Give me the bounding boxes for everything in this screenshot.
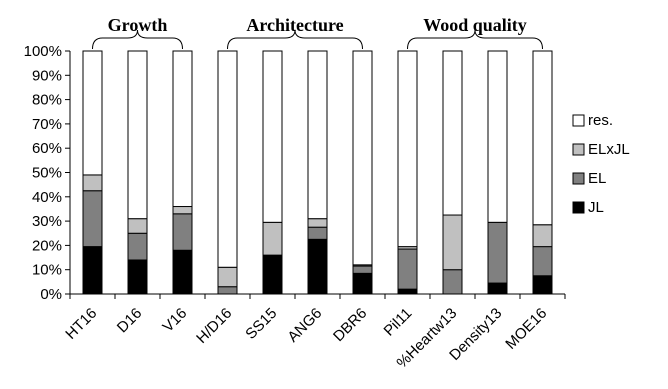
bar-segment-res-	[397, 50, 418, 248]
bar-segment-el	[127, 232, 148, 261]
bar-segment-elxjl	[442, 214, 463, 271]
legend-swatch	[572, 143, 585, 156]
bar-segment-res-	[262, 50, 283, 223]
bar-segment-res-	[307, 50, 328, 220]
bar-segment-jl	[82, 246, 103, 295]
bar-segment-res-	[352, 50, 373, 266]
y-tick-label: 70%	[32, 116, 62, 133]
legend-swatch	[572, 201, 585, 214]
x-category-label: D16	[114, 305, 145, 336]
bar-segment-jl	[352, 272, 373, 295]
bar-segment-jl	[487, 282, 508, 295]
legend-swatch	[572, 172, 585, 185]
y-tick-label: 80%	[32, 92, 62, 109]
bar-segment-elxjl	[532, 224, 553, 248]
bar-segment-jl	[262, 254, 283, 295]
x-category-label: SS15	[242, 305, 280, 343]
legend-label: res.	[588, 112, 613, 129]
bar-segment-el	[172, 213, 193, 251]
bar-segment-el	[532, 246, 553, 277]
bar-segment-elxjl	[217, 266, 238, 288]
bar-segment-el	[352, 265, 373, 274]
group-title: Growth	[108, 15, 168, 35]
x-category-label: H/D16	[193, 305, 235, 347]
group-brackets: Growth Architecture Wood quality	[92, 15, 543, 50]
bar-segment-el	[397, 248, 418, 290]
bar-segment-res-	[442, 50, 463, 216]
y-tick-label: 10%	[32, 262, 62, 279]
group-bracket	[227, 29, 363, 50]
bar-segment-jl	[532, 275, 553, 295]
bar-segment-res-	[217, 50, 238, 268]
legend-label: ELxJL	[588, 141, 630, 158]
y-tick-label: 60%	[32, 140, 62, 157]
bar-segment-elxjl	[307, 218, 328, 228]
x-axis-labels: HT16 D16 V16 H/D16 SS15 ANG6 DBR6 Pil11%Heartw1…	[62, 305, 550, 372]
x-category-label: V16	[159, 305, 190, 336]
bar-segment-res-	[82, 50, 103, 176]
group-bracket	[407, 29, 543, 50]
legend: res. ELxJL EL JL	[572, 112, 630, 216]
bar-segment-res-	[172, 50, 193, 208]
bar-segment-res-	[127, 50, 148, 220]
legend-label: EL	[588, 170, 606, 187]
y-tick-label: 50%	[32, 165, 62, 182]
bar-segment-el	[487, 221, 508, 284]
y-tick-label: 90%	[32, 67, 62, 84]
bar-segment-jl	[127, 259, 148, 295]
group-bracket	[92, 29, 183, 50]
x-category-label: Pil11	[381, 305, 416, 340]
bar-segment-el	[307, 226, 328, 240]
bar-segment-elxjl	[172, 206, 193, 215]
y-tick-label: 40%	[32, 189, 62, 206]
bar-segment-elxjl	[82, 174, 103, 192]
bar-segment-elxjl	[262, 221, 283, 256]
bar-segment-el	[82, 190, 103, 248]
bars	[82, 50, 553, 295]
legend-swatch	[572, 114, 585, 127]
y-tick-label: 100%	[24, 43, 62, 60]
bar-segment-res-	[532, 50, 553, 226]
bar-segment-jl	[397, 288, 418, 295]
group-title: Wood quality	[423, 15, 527, 35]
x-category-label: ANG6	[284, 305, 325, 346]
legend-label: JL	[588, 199, 604, 216]
bar-segment-jl	[307, 238, 328, 295]
y-tick-label: 30%	[32, 213, 62, 230]
group-title: Architecture	[246, 15, 343, 35]
y-tick-label: 0%	[40, 286, 62, 303]
bar-segment-el	[442, 269, 463, 295]
bar-segment-jl	[172, 249, 193, 295]
bar-segment-res-	[487, 50, 508, 223]
y-axis-ticks: 0% 10% 20% 30% 40% 50% 60% 70% 80% 90% 100%	[24, 43, 70, 303]
y-tick-label: 20%	[32, 237, 62, 254]
x-category-label: DBR6	[330, 305, 370, 345]
bar-segment-el	[217, 286, 238, 295]
bar-segment-elxjl	[127, 218, 148, 234]
x-category-label: MOE16	[502, 305, 550, 353]
x-category-label: HT16	[62, 305, 100, 343]
